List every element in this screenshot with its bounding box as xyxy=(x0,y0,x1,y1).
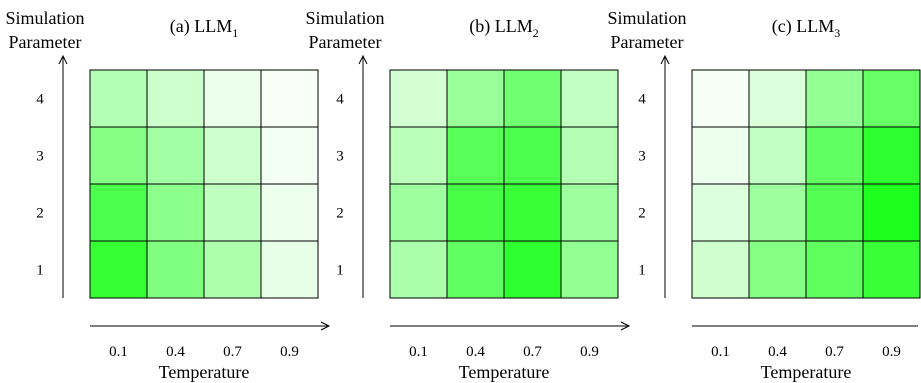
x-tick-label-c: 0.7 xyxy=(825,344,844,360)
heatmap-cell-b-r3-c1 xyxy=(389,126,448,185)
heatmap-cell-c-r4-c2 xyxy=(748,69,807,128)
heatmap-cell-a-r4-c2 xyxy=(146,69,205,128)
panel-title-subscript-b: 2 xyxy=(533,26,539,40)
panel-title-text-c: (c) LLM xyxy=(772,16,834,37)
heatmap-cell-b-r2-c1 xyxy=(389,183,448,242)
heatmap-cell-a-r2-c2 xyxy=(146,183,205,242)
y-axis-arrowhead-a xyxy=(58,54,68,65)
y-tick-label-c: 2 xyxy=(638,206,646,222)
panel-b: 1 2 3 4 0.1 0.4 0.7 0.9 Simulation Parameter Tempe… xyxy=(305,8,631,382)
x-axis-title-b: Temperature xyxy=(459,362,550,382)
heatmap-cell-c-r1-c2 xyxy=(748,240,807,299)
heatmap-cell-a-r2-c3 xyxy=(203,183,262,242)
y-axis-arrowhead-c xyxy=(660,54,670,65)
heatmap-cell-c-r4-c3 xyxy=(805,69,864,128)
heatmap-cell-a-r4-c1 xyxy=(89,69,148,128)
heatmap-cell-b-r3-c3 xyxy=(503,126,562,185)
heatmap-cell-a-r3-c3 xyxy=(203,126,262,185)
heatmap-cell-c-r4-c1 xyxy=(691,69,750,128)
heatmap-cell-b-r2-c3 xyxy=(503,183,562,242)
x-tick-label-c: 0.9 xyxy=(882,344,901,360)
x-axis-arrowhead-b xyxy=(620,321,631,331)
y-tick-label-a: 3 xyxy=(36,149,44,165)
heatmap-cell-c-r3-c2 xyxy=(748,126,807,185)
heatmap-cell-a-r1-c2 xyxy=(146,240,205,299)
x-tick-label-a: 0.9 xyxy=(280,344,299,360)
panel-title-a: (a) LLM1 xyxy=(170,16,238,40)
y-tick-label-b: 3 xyxy=(336,149,344,165)
x-tick-label-b: 0.9 xyxy=(580,344,599,360)
heatmap-cell-a-r1-c1 xyxy=(89,240,148,299)
heatmap-cell-a-r4-c4 xyxy=(260,69,319,128)
panel-title-b: (b) LLM2 xyxy=(469,16,538,40)
y-axis-title-b: Simulation xyxy=(305,8,384,28)
x-tick-label-a: 0.4 xyxy=(166,344,185,360)
heatmap-cell-c-r2-c2 xyxy=(748,183,807,242)
heatmap-cell-c-r3-c1 xyxy=(691,126,750,185)
heatmap-cell-a-r1-c3 xyxy=(203,240,262,299)
heatmap-cell-b-r4-c1 xyxy=(389,69,448,128)
heatmap-cell-c-r1-c3 xyxy=(805,240,864,299)
heatmap-cell-b-r1-c2 xyxy=(446,240,505,299)
y-tick-label-c: 4 xyxy=(638,92,646,108)
y-tick-label-a: 2 xyxy=(36,206,44,222)
x-tick-label-b: 0.1 xyxy=(409,344,428,360)
x-axis-title-a: Temperature xyxy=(159,362,250,382)
x-tick-label-b: 0.4 xyxy=(466,344,485,360)
heatmap-cell-b-r2-c2 xyxy=(446,183,505,242)
heatmap-cell-a-r3-c1 xyxy=(89,126,148,185)
heatmap-cell-b-r1-c4 xyxy=(560,240,619,299)
x-tick-label-a: 0.1 xyxy=(109,344,128,360)
heatmap-cell-a-r2-c1 xyxy=(89,183,148,242)
y-axis-title-a: Parameter xyxy=(9,32,82,52)
heatmap-cell-a-r4-c3 xyxy=(203,69,262,128)
panel-title-subscript-a: 1 xyxy=(232,26,238,40)
heatmap-cell-b-r4-c3 xyxy=(503,69,562,128)
heatmap-cell-c-r1-c1 xyxy=(691,240,750,299)
heatmap-cell-b-r3-c2 xyxy=(446,126,505,185)
y-axis-title-c: Parameter xyxy=(611,32,684,52)
x-tick-label-b: 0.7 xyxy=(523,344,542,360)
x-axis-arrowhead-a xyxy=(320,321,331,331)
heatmap-cell-b-r1-c3 xyxy=(503,240,562,299)
y-tick-label-c: 3 xyxy=(638,149,646,165)
y-tick-label-a: 4 xyxy=(36,92,44,108)
heatmap-cell-b-r4-c2 xyxy=(446,69,505,128)
heatmap-cell-a-r3-c2 xyxy=(146,126,205,185)
heatmap-cell-c-r2-c1 xyxy=(691,183,750,242)
heatmap-cell-b-r1-c1 xyxy=(389,240,448,299)
heatmap-cell-a-r1-c4 xyxy=(260,240,319,299)
heatmap-cell-c-r2-c3 xyxy=(805,183,864,242)
y-tick-label-b: 2 xyxy=(336,206,344,222)
heatmap-cell-c-r3-c4 xyxy=(862,126,921,185)
panel-c: 1 2 3 4 0.1 0.4 0.7 0.9 Simulation Parameter Tempe… xyxy=(607,8,921,382)
heatmap-cell-a-r2-c4 xyxy=(260,183,319,242)
panel-title-c: (c) LLM3 xyxy=(772,16,840,40)
y-axis-title-a: Simulation xyxy=(5,8,84,28)
heatmap-cell-c-r3-c3 xyxy=(805,126,864,185)
heatmap-cell-c-r1-c4 xyxy=(862,240,921,299)
x-tick-label-c: 0.1 xyxy=(711,344,730,360)
panel-title-text-b: (b) LLM xyxy=(469,16,532,37)
heatmap-cell-a-r3-c4 xyxy=(260,126,319,185)
heatmap-cell-c-r2-c4 xyxy=(862,183,921,242)
y-tick-label-b: 1 xyxy=(336,263,344,279)
heatmap-cell-c-r4-c4 xyxy=(862,69,921,128)
x-axis-title-c: Temperature xyxy=(761,362,852,382)
y-axis-title-c: Simulation xyxy=(607,8,686,28)
heatmap-cell-b-r3-c4 xyxy=(560,126,619,185)
y-axis-arrowhead-b xyxy=(358,54,368,65)
y-tick-label-b: 4 xyxy=(336,92,344,108)
panel-title-text-a: (a) LLM xyxy=(170,16,232,37)
x-tick-label-c: 0.4 xyxy=(768,344,787,360)
y-tick-label-c: 1 xyxy=(638,263,646,279)
y-tick-label-a: 1 xyxy=(36,263,44,279)
heatmap-cell-b-r4-c4 xyxy=(560,69,619,128)
heatmap-cell-b-r2-c4 xyxy=(560,183,619,242)
panel-title-subscript-c: 3 xyxy=(834,26,840,40)
x-tick-label-a: 0.7 xyxy=(223,344,242,360)
panel-a: 1 2 3 4 0.1 0.4 0.7 0.9 Simulation Parameter Tempe… xyxy=(5,8,331,382)
y-axis-title-b: Parameter xyxy=(309,32,382,52)
